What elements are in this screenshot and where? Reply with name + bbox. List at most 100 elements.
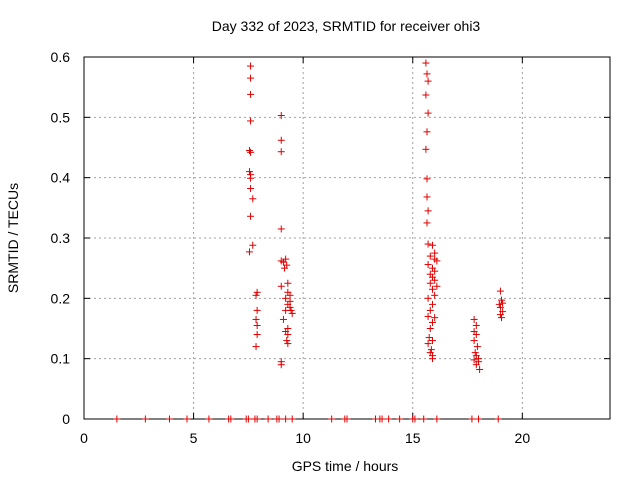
data-point: [252, 343, 260, 351]
y-axis-label: SRMTID / TECUs: [5, 183, 21, 293]
data-point: [247, 148, 255, 156]
data-point: [264, 415, 272, 423]
data-point: [475, 415, 482, 423]
data-point: [247, 62, 255, 70]
data-point: [470, 356, 478, 364]
x-tick-label: 0: [80, 430, 88, 446]
data-point: [499, 299, 507, 307]
data-point: [428, 300, 436, 308]
data-point: [472, 321, 480, 329]
data-point: [425, 334, 433, 342]
data-point: [282, 294, 290, 302]
y-tick-label: 0.4: [51, 170, 71, 186]
data-point: [277, 148, 285, 156]
data-point: [247, 117, 255, 125]
data-point: [113, 415, 121, 423]
data-point: [286, 291, 294, 299]
data-point: [277, 136, 285, 144]
data-point: [423, 219, 431, 227]
data-point: [496, 303, 504, 311]
data-point: [277, 225, 285, 233]
data-point: [165, 415, 173, 423]
data-point: [433, 282, 441, 290]
x-axis-label: GPS time / hours: [292, 458, 399, 474]
data-point: [427, 346, 435, 354]
data-point: [281, 264, 289, 272]
data-point: [245, 168, 253, 176]
data-point: [286, 303, 294, 311]
data-point: [424, 340, 432, 348]
data-point: [431, 314, 439, 322]
data-point: [422, 145, 430, 153]
data-point: [252, 291, 260, 299]
axis-ticks: [83, 56, 610, 420]
data-point: [288, 309, 296, 317]
data-point: [328, 415, 336, 423]
grid-lines: [84, 57, 610, 419]
data-point: [423, 70, 431, 78]
data-point: [275, 415, 283, 423]
data-point: [472, 361, 480, 369]
plot-frame: [83, 56, 611, 420]
data-point: [141, 415, 149, 423]
data-point: [470, 337, 478, 345]
y-tick-label: 0.6: [51, 49, 71, 65]
data-point: [431, 291, 439, 299]
data-point: [420, 415, 428, 423]
y-tick-label: 0.3: [51, 230, 71, 246]
chart-title: Day 332 of 2023, SRMTID for receiver ohi…: [212, 18, 481, 34]
x-tick-label: 20: [515, 430, 531, 446]
data-point: [277, 361, 285, 369]
data-point: [426, 306, 434, 314]
data-point: [277, 112, 285, 120]
data-point: [385, 415, 393, 423]
data-point: [249, 241, 257, 249]
data-point: [283, 337, 291, 345]
data-point: [244, 415, 252, 423]
data-point: [422, 59, 430, 67]
data-point: [428, 337, 436, 345]
data-point: [287, 306, 295, 314]
data-points: [113, 59, 507, 423]
x-tick-label: 5: [190, 430, 198, 446]
data-point: [253, 321, 261, 329]
data-point: [496, 287, 504, 295]
data-point: [279, 315, 287, 323]
y-tick-label: 0.5: [51, 109, 71, 125]
data-point: [426, 252, 434, 260]
data-point: [411, 415, 419, 423]
data-point: [472, 331, 480, 339]
data-point: [423, 193, 431, 201]
data-point: [433, 415, 441, 423]
data-point: [284, 331, 292, 339]
data-point: [424, 77, 432, 85]
data-point: [284, 340, 292, 348]
data-point: [277, 282, 285, 290]
data-point: [252, 315, 260, 323]
data-point: [245, 147, 253, 155]
data-point: [247, 90, 255, 98]
data-point: [424, 207, 432, 215]
y-tick-label: 0.1: [51, 351, 71, 367]
data-point: [227, 415, 235, 423]
x-tick-label: 10: [295, 430, 311, 446]
data-point: [494, 415, 502, 423]
y-tick-label: 0.2: [51, 290, 71, 306]
data-point: [247, 74, 255, 82]
data-point: [428, 285, 436, 293]
data-point: [247, 212, 255, 220]
data-point: [343, 415, 351, 423]
y-tick-label: 0: [62, 411, 70, 427]
data-point: [253, 415, 261, 423]
x-tick-label: 15: [405, 430, 421, 446]
data-point: [498, 296, 506, 304]
data-point: [476, 366, 484, 374]
data-point: [396, 415, 404, 423]
data-point: [471, 349, 479, 357]
data-point: [470, 315, 478, 323]
data-point: [183, 415, 191, 423]
data-point: [205, 415, 213, 423]
data-point: [282, 415, 290, 423]
data-point: [423, 128, 431, 136]
